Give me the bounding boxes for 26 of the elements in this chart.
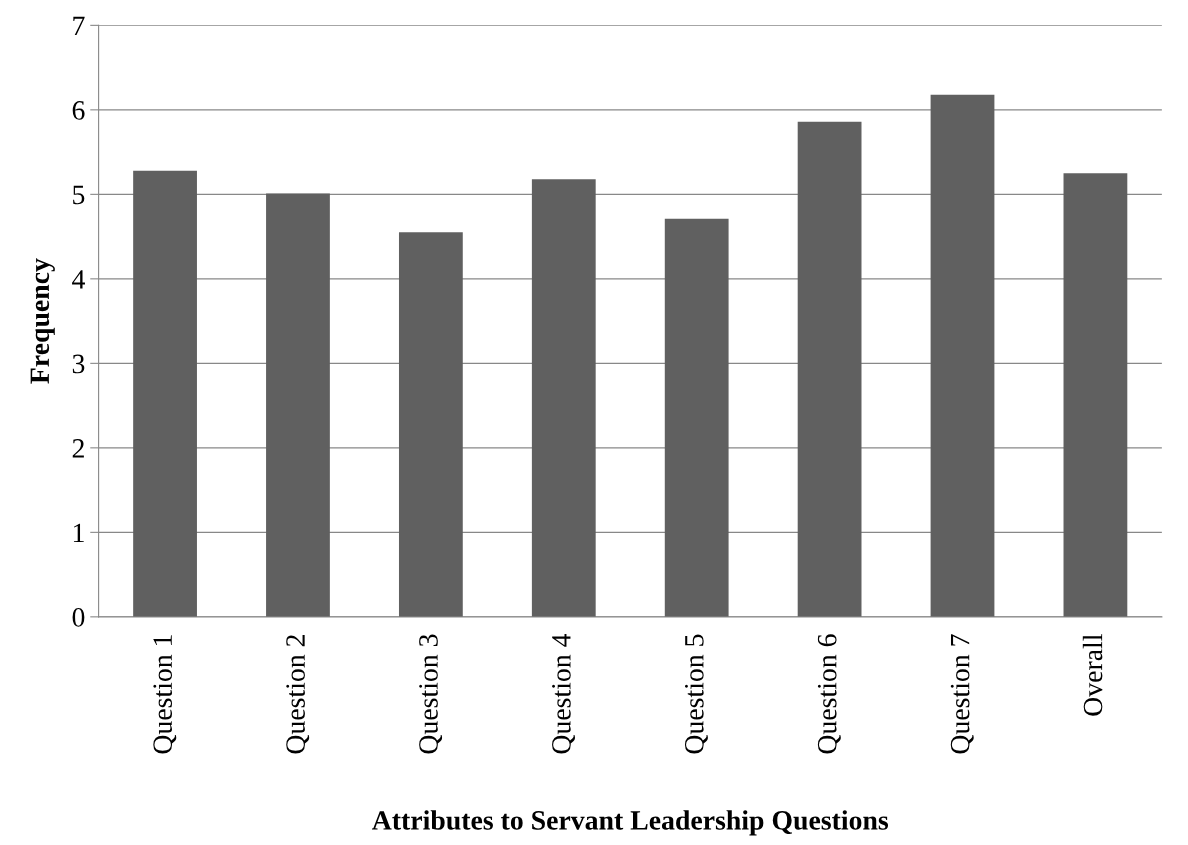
- y-tick-label: 5: [73, 185, 85, 205]
- x-tick-label: Question 4: [552, 633, 575, 754]
- x-tick-label: Overall: [1082, 634, 1103, 716]
- bar: [398, 232, 463, 617]
- bar: [133, 170, 197, 617]
- bar: [797, 121, 862, 617]
- x-tick-label: Question 1: [153, 635, 177, 754]
- bar: [531, 179, 596, 617]
- y-axis-title: Frequency: [30, 258, 55, 384]
- y-tick-label: 3: [72, 354, 85, 374]
- x-axis-title: Attributes to Servant Leadership Questions: [372, 810, 889, 836]
- x-tick-label: Question 5: [684, 634, 708, 754]
- y-tick-label: 6: [72, 101, 85, 120]
- y-tick-label: 7: [73, 16, 85, 35]
- x-tick-label: Question 3: [419, 634, 443, 754]
- x-tick-label: Question 2: [286, 635, 310, 754]
- y-tick-label: 1: [73, 523, 84, 542]
- bar: [664, 218, 729, 617]
- x-tick-label: Question 6: [817, 634, 841, 754]
- bar: [930, 94, 995, 617]
- y-tick-label: 0: [72, 608, 85, 627]
- bar: [266, 193, 330, 617]
- x-tick-label: Question 7: [950, 634, 974, 754]
- bar: [1063, 173, 1128, 617]
- y-tick-label: 2: [72, 439, 84, 458]
- y-tick-label: 4: [72, 270, 85, 289]
